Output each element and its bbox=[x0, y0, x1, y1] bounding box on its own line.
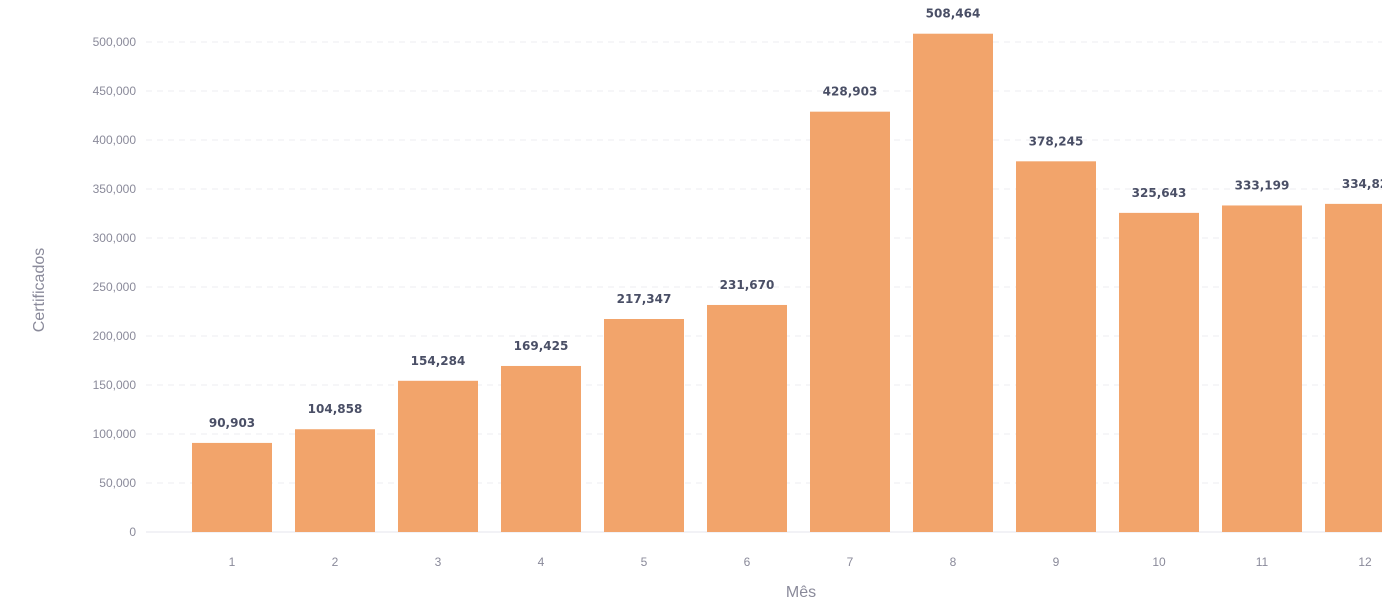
bar-value-label: 217,347 bbox=[617, 292, 672, 306]
bar[interactable] bbox=[192, 442, 272, 532]
bar-value-label: 90,903 bbox=[209, 416, 255, 430]
y-tick-label: 150,000 bbox=[93, 378, 137, 392]
x-tick-label: 8 bbox=[950, 555, 957, 569]
bar[interactable] bbox=[913, 33, 993, 532]
y-tick-label: 350,000 bbox=[93, 182, 137, 196]
y-axis-title: Certificados bbox=[31, 248, 48, 332]
bar[interactable] bbox=[398, 380, 478, 532]
bar[interactable] bbox=[295, 429, 375, 532]
bar-value-label: 325,643 bbox=[1132, 186, 1187, 200]
bar-value-label: 231,670 bbox=[720, 278, 775, 292]
x-tick-label: 9 bbox=[1053, 555, 1060, 569]
x-tick-label: 1 bbox=[229, 555, 236, 569]
x-tick-label: 11 bbox=[1256, 555, 1269, 569]
x-tick-label: 4 bbox=[538, 555, 545, 569]
bar[interactable] bbox=[707, 304, 787, 532]
y-tick-label: 250,000 bbox=[93, 280, 137, 294]
x-tick-label: 5 bbox=[641, 555, 648, 569]
x-tick-label: 10 bbox=[1152, 555, 1166, 569]
bar-value-label: 104,858 bbox=[308, 402, 363, 416]
bar-value-label: 169,425 bbox=[514, 339, 569, 353]
x-axis-title: Mês bbox=[786, 584, 816, 601]
bar[interactable] bbox=[501, 365, 581, 532]
y-tick-label: 500,000 bbox=[93, 35, 137, 49]
y-tick-label: 0 bbox=[129, 525, 136, 539]
x-tick-label: 7 bbox=[847, 555, 854, 569]
y-tick-label: 200,000 bbox=[93, 329, 137, 343]
bar-value-label: 378,245 bbox=[1029, 134, 1084, 148]
bar[interactable] bbox=[1325, 203, 1382, 532]
y-tick-label: 450,000 bbox=[93, 84, 137, 98]
bar[interactable] bbox=[1222, 205, 1302, 533]
y-axis-ticks: 0 50,000 100,000 150,000 200,000 250,000 300,0… bbox=[93, 35, 137, 539]
bar-value-label: 154,284 bbox=[411, 354, 466, 368]
bar[interactable] bbox=[604, 318, 684, 532]
x-tick-label: 12 bbox=[1358, 555, 1372, 569]
y-tick-label: 50,000 bbox=[99, 476, 136, 490]
bar-value-labels: 90,903 104,858 154,284 169,425 217,347 231,67… bbox=[209, 7, 1382, 430]
bars bbox=[192, 33, 1382, 533]
bar[interactable] bbox=[1016, 161, 1096, 533]
bar-value-label: 333,199 bbox=[1235, 178, 1290, 192]
bar[interactable] bbox=[810, 111, 890, 533]
bar-value-label: 334,82 bbox=[1342, 177, 1382, 191]
x-tick-label: 2 bbox=[332, 555, 339, 569]
x-tick-label: 3 bbox=[435, 555, 442, 569]
x-tick-label: 6 bbox=[744, 555, 751, 569]
y-tick-label: 100,000 bbox=[93, 427, 137, 441]
bar-value-label: 428,903 bbox=[823, 85, 878, 99]
x-axis-ticks: 1 2 3 4 5 6 7 8 9 10 11 12 bbox=[229, 555, 1372, 569]
bar-value-label: 508,464 bbox=[926, 7, 981, 21]
bar[interactable] bbox=[1119, 212, 1199, 532]
y-tick-label: 400,000 bbox=[93, 133, 137, 147]
y-tick-label: 300,000 bbox=[93, 231, 137, 245]
